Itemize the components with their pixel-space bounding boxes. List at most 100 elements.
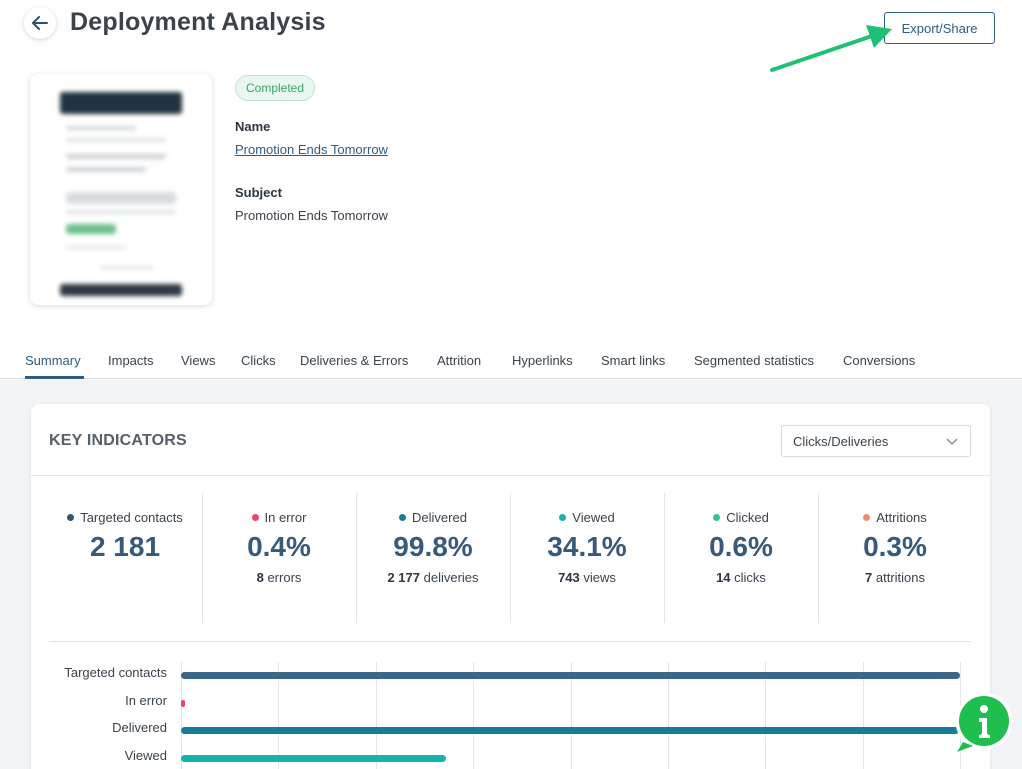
kpi-sub-count: 14: [716, 570, 731, 585]
chevron-down-icon: [946, 438, 958, 445]
grid-line: [765, 662, 767, 769]
subject-value: Promotion Ends Tomorrow: [235, 208, 388, 223]
kpi-sub-unit: errors: [267, 570, 302, 585]
preview-line: [66, 210, 176, 214]
tab-segmented-statistics[interactable]: Segmented statistics: [694, 353, 814, 368]
metric-select[interactable]: Clicks/Deliveries: [781, 425, 971, 457]
kpi-subtext: 14 clicks: [664, 570, 818, 585]
preview-footer-block: [60, 284, 182, 296]
kpi-sub-count: 8: [256, 570, 264, 585]
kpi-separator: [356, 493, 357, 623]
kpi-subtext: 8 errors: [202, 570, 356, 585]
tab-summary[interactable]: Summary: [25, 353, 81, 368]
grid-line: [862, 662, 864, 769]
chart-bar: [181, 672, 960, 679]
chart-category-label: In error: [125, 692, 167, 708]
status-badge: Completed: [235, 75, 316, 101]
kpi-separator: [818, 493, 819, 623]
key-indicators-title: KEY INDICATORS: [49, 432, 187, 449]
tab-conversions[interactable]: Conversions: [843, 353, 916, 368]
tab-deliveries-errors[interactable]: Deliveries & Errors: [300, 353, 409, 368]
kpi-label: Viewed: [510, 510, 664, 525]
tab-impacts[interactable]: Impacts: [108, 353, 154, 368]
kpi-sub-unit: clicks: [734, 570, 766, 585]
campaign-name-link[interactable]: Promotion Ends Tomorrow: [235, 142, 388, 157]
kpi-sub-unit: views: [583, 570, 616, 585]
kpi-attritions: Attritions 0.3% 7 attritions: [818, 493, 972, 623]
preview-cta-block: [66, 224, 116, 234]
kpi-sub-count: 7: [865, 570, 873, 585]
key-indicators-panel: KEY INDICATORS Clicks/Deliveries Targete…: [31, 404, 990, 769]
kpi-separator: [664, 493, 665, 623]
tab-hyperlinks[interactable]: Hyperlinks: [512, 353, 573, 368]
page-header: Deployment Analysis Export/Share: [0, 0, 1022, 60]
metric-select-value: Clicks/Deliveries: [793, 433, 889, 449]
tab-views[interactable]: Views: [181, 353, 216, 368]
info-help-button[interactable]: [953, 692, 1015, 754]
kpi-separator: [202, 493, 203, 623]
kpi-value: 2 181: [89, 531, 161, 562]
kpi-sub-count: 743: [558, 570, 580, 585]
grid-line: [278, 662, 280, 769]
annotation-arrow: [770, 25, 892, 72]
grid-line: [667, 662, 669, 769]
tab-smart-links[interactable]: Smart links: [601, 353, 666, 368]
legend-dot-icon: [863, 514, 871, 521]
grid-line: [570, 662, 572, 769]
chart-bar: [181, 699, 185, 707]
kpi-subtext: 743 views: [510, 570, 664, 585]
kpi-label-text: In error: [264, 510, 307, 525]
active-tab-indicator: [25, 376, 84, 379]
kpi-subtext: 2 177 deliveries: [356, 570, 510, 585]
legend-dot-icon: [559, 514, 567, 521]
legend-dot-icon: [67, 514, 75, 521]
preview-line: [100, 266, 154, 269]
kpi-label: In error: [202, 510, 356, 525]
kpi-subtext: 7 attritions: [818, 570, 972, 585]
kpi-label-text: Targeted contacts: [80, 510, 183, 525]
tab-attrition[interactable]: Attrition: [437, 353, 482, 368]
preview-line: [66, 246, 126, 249]
kpi-label-text: Clicked: [726, 510, 769, 525]
kpi-sub-unit: attritions: [875, 570, 925, 585]
legend-dot-icon: [713, 514, 721, 521]
subject-label: Subject: [235, 185, 282, 200]
preview-header-block: [60, 92, 182, 114]
kpi-label-text: Delivered: [412, 510, 467, 525]
grid-line: [375, 662, 377, 769]
delivery-bar-chart: Targeted contacts In error Delivered Viewed: [31, 654, 990, 769]
chart-bar: [181, 727, 959, 734]
panel-divider: [31, 475, 990, 476]
legend-dot-icon: [399, 514, 407, 521]
preview-line: [66, 192, 176, 204]
preview-line: [66, 138, 166, 142]
kpi-label: Delivered: [356, 510, 510, 525]
name-label: Name: [235, 119, 271, 134]
kpi-sub-unit: deliveries: [423, 570, 479, 585]
email-preview-thumbnail[interactable]: [30, 74, 212, 305]
kpi-label: Attritions: [818, 510, 972, 525]
kpi-clicked: Clicked 0.6% 14 clicks: [664, 493, 818, 623]
export-share-button[interactable]: Export/Share: [884, 12, 995, 44]
tab-clicks[interactable]: Clicks: [241, 353, 276, 368]
preview-line: [66, 126, 136, 130]
kpi-value: 0.6%: [709, 531, 773, 562]
kpi-separator: [510, 493, 511, 623]
chart-category-label: Delivered: [112, 720, 167, 735]
kpi-label: Clicked: [664, 510, 818, 525]
legend-dot-icon: [251, 514, 259, 521]
kpi-value: 0.4%: [247, 531, 311, 562]
grid-line: [181, 662, 182, 769]
kpi-value: 0.3%: [863, 531, 927, 562]
kpi-in-error: In error 0.4% 8 errors: [202, 493, 356, 623]
kpi-label-text: Attritions: [876, 510, 927, 525]
preview-line: [66, 154, 166, 159]
arrow-left-icon: [32, 16, 48, 30]
back-button[interactable]: [24, 7, 56, 39]
grid-line: [473, 662, 475, 769]
kpi-viewed: Viewed 34.1% 743 views: [510, 493, 664, 623]
kpi-value: 34.1%: [547, 531, 627, 562]
preview-line: [66, 167, 146, 172]
kpi-label: Targeted contacts: [48, 510, 202, 525]
kpi-value: 99.8%: [393, 531, 473, 562]
